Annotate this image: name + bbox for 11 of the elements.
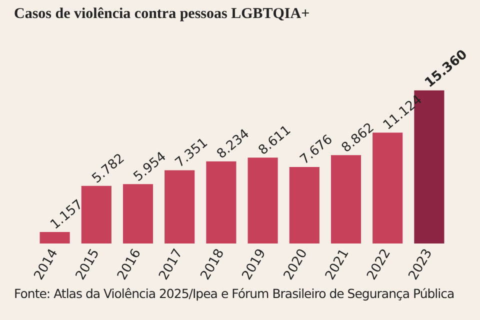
bar xyxy=(248,158,278,244)
bar xyxy=(289,166,320,244)
bar xyxy=(164,170,195,244)
bar xyxy=(122,184,154,244)
bar xyxy=(372,132,403,244)
bar xyxy=(330,155,362,244)
bar xyxy=(206,161,236,244)
bar xyxy=(40,232,70,244)
bar xyxy=(81,186,112,244)
chart-title: Casos de violência contra pessoas LGBTQIA+ xyxy=(14,6,310,23)
source-note: Fonte: Atlas da Violência 2025/Ipea e Fórum Brasileiro de Segurança Pública xyxy=(14,286,454,301)
